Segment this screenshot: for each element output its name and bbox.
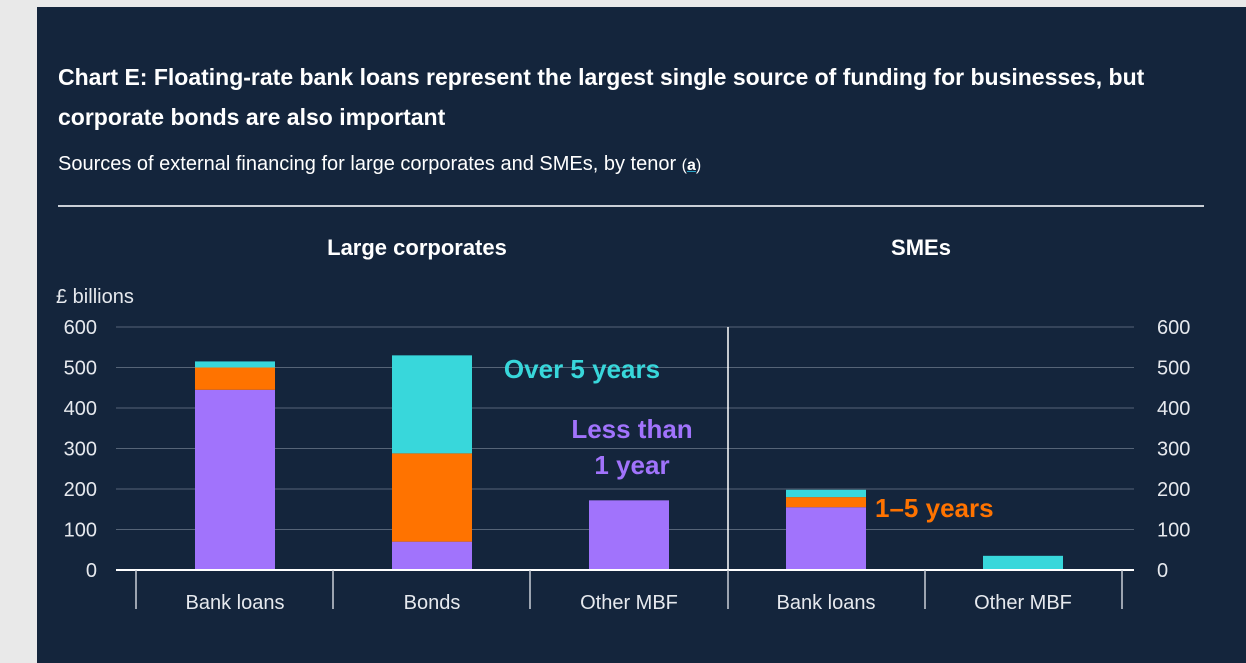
y-tick-label-right: 100 — [1157, 520, 1190, 542]
y-tick-label-right: 600 — [1157, 317, 1190, 339]
gridlines — [116, 326, 1134, 530]
x-tick-label: Other MBF — [580, 592, 678, 614]
footnote-marker: (a) — [682, 157, 702, 174]
title-divider — [58, 205, 1204, 207]
x-tick-label: Bank loans — [777, 592, 876, 614]
bar-segment — [195, 389, 275, 570]
y-tick-label-right: 400 — [1157, 398, 1190, 420]
series-label: 1–5 years — [875, 493, 994, 523]
y-tick-label-left: 400 — [64, 398, 97, 420]
stacked-bar-chart: 0 0 100 100 200 200 300 300 400 400 500 500 600 600 £ … — [56, 235, 1190, 614]
y-tick-label-right: 500 — [1157, 358, 1190, 380]
panel-title: SMEs — [891, 235, 951, 260]
bars — [195, 355, 1063, 570]
y-axis-label: £ billions — [56, 286, 134, 308]
footnote-open: ( — [681, 157, 687, 174]
series-label: Less than — [571, 414, 692, 444]
axes: 0 0 100 100 200 200 300 300 400 400 500 500 600 600 £ … — [56, 286, 1190, 614]
bar-segment — [392, 355, 472, 454]
bar-segment — [392, 541, 472, 570]
chart-panel: Chart E: Floating-rate bank loans repres… — [37, 7, 1246, 663]
bar-segment — [786, 489, 866, 498]
subtitle-text: Sources of external financing for large … — [58, 153, 677, 175]
footnote-link[interactable]: a — [687, 157, 696, 174]
bar-segment — [786, 507, 866, 570]
bar-segment — [589, 500, 669, 570]
y-tick-label-right: 300 — [1157, 439, 1190, 461]
y-tick-label-left: 300 — [64, 439, 97, 461]
bar-segment — [786, 497, 866, 508]
y-tick-label-left: 100 — [64, 520, 97, 542]
chart-title: Chart E: Floating-rate bank loans repres… — [58, 64, 1145, 130]
series-label: 1 year — [594, 450, 669, 480]
y-tick-label-left: 200 — [64, 479, 97, 501]
bar-segment — [392, 453, 472, 542]
footnote-close: ) — [695, 157, 702, 174]
x-tick-label: Other MBF — [974, 592, 1072, 614]
bar-segment — [195, 367, 275, 390]
bar-segment — [983, 555, 1063, 570]
y-tick-label-left: 600 — [64, 317, 97, 339]
bar-segment — [195, 361, 275, 368]
x-tick-label: Bonds — [404, 592, 461, 614]
chart-subtitle: Sources of external financing for large … — [58, 150, 1218, 180]
y-tick-label-right: 200 — [1157, 479, 1190, 501]
x-tick-label: Bank loans — [186, 592, 285, 614]
y-tick-label-left: 0 — [86, 560, 97, 582]
y-tick-label-right: 0 — [1157, 560, 1168, 582]
series-label: Over 5 years — [504, 354, 660, 384]
panel-title: Large corporates — [327, 235, 507, 260]
labels: Large corporates SMEs Over 5 years Less tha… — [327, 235, 993, 523]
y-tick-label-left: 500 — [64, 358, 97, 380]
